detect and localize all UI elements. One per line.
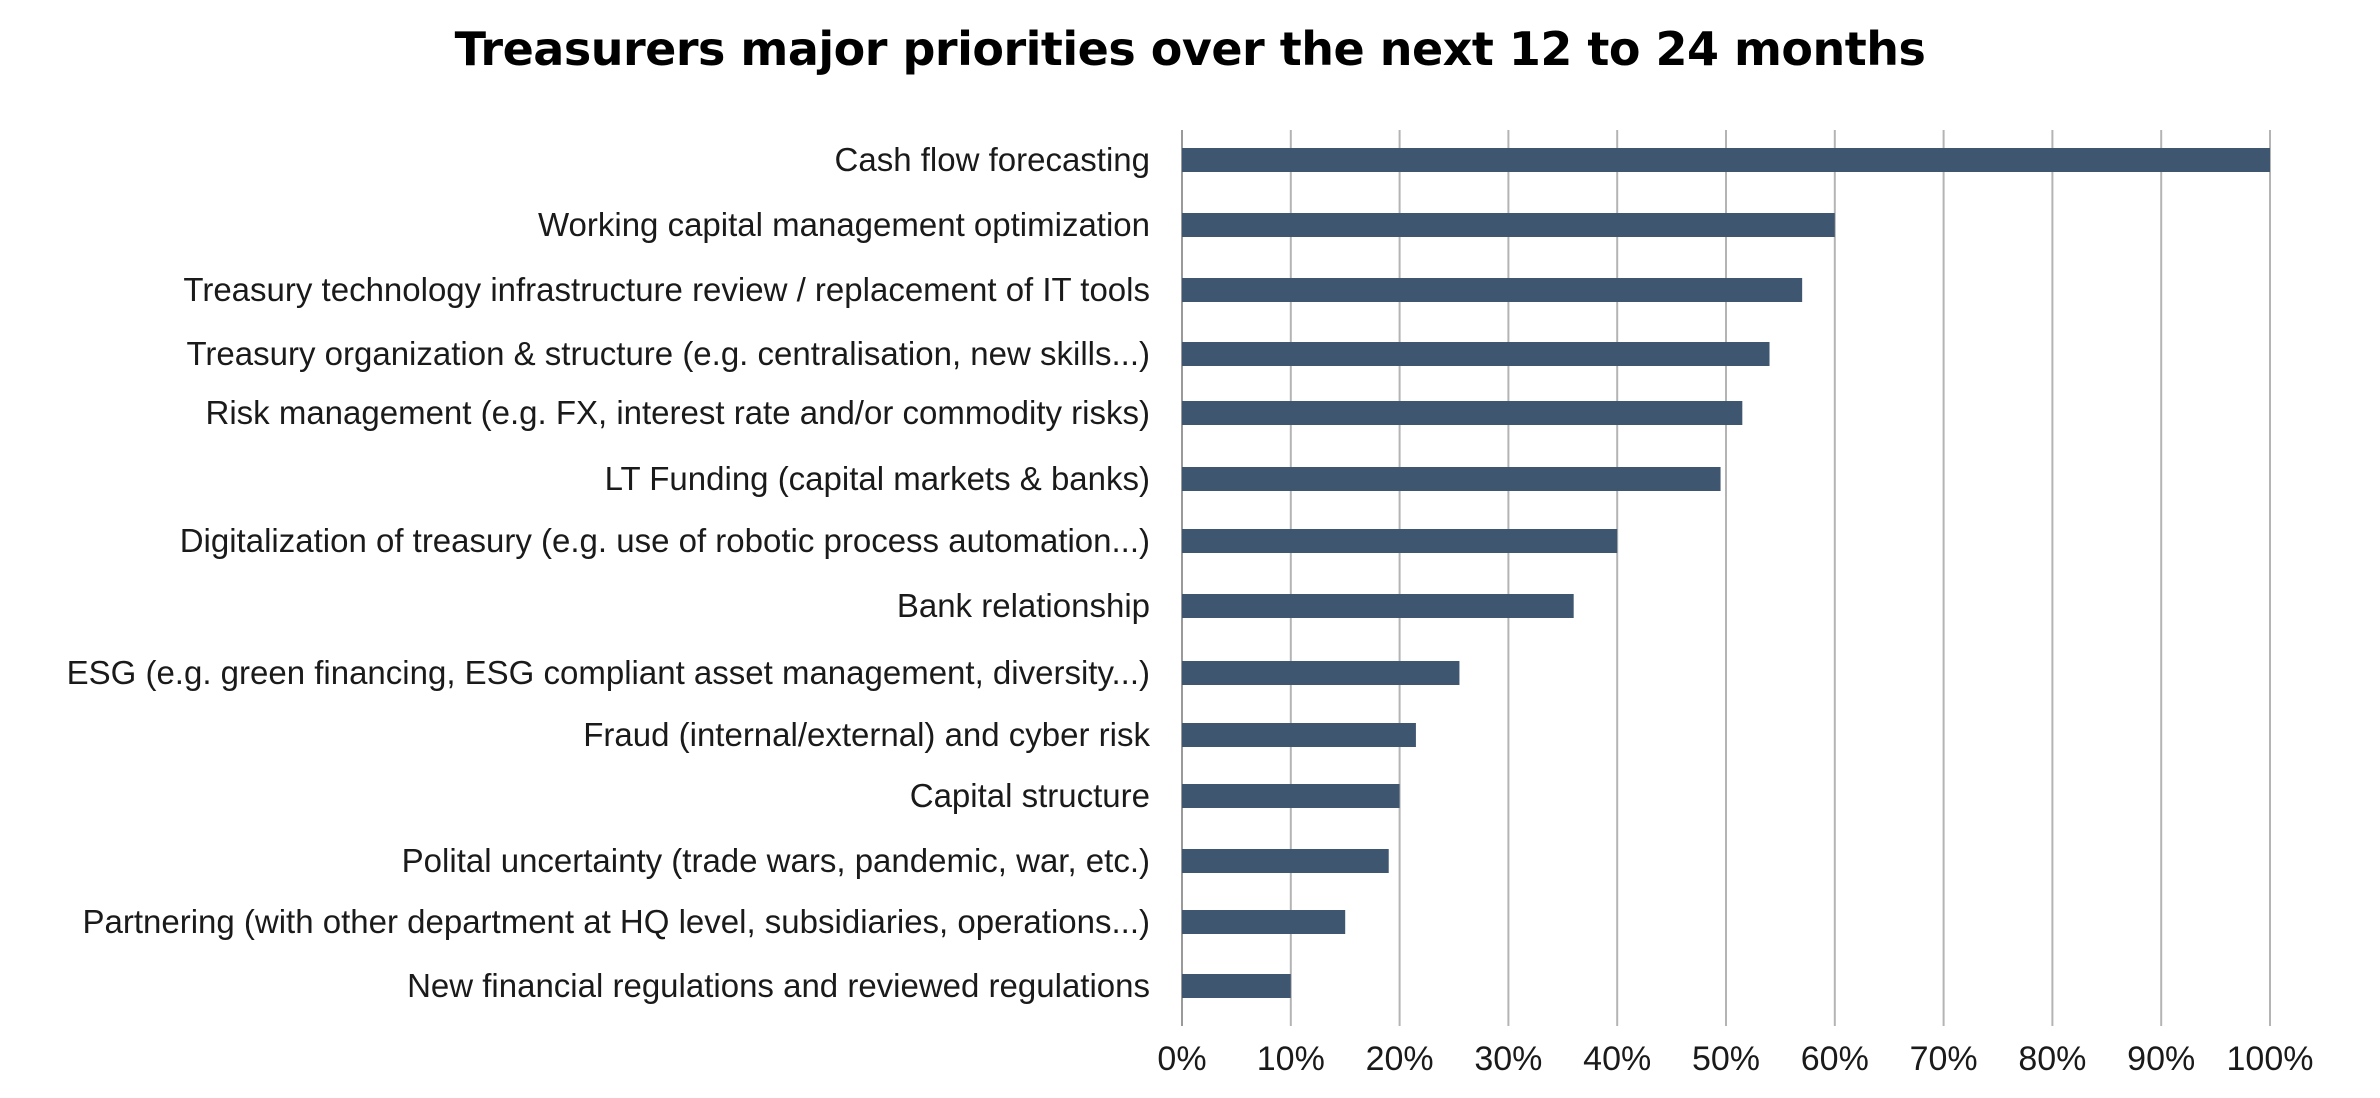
bar <box>1182 148 2270 172</box>
bar <box>1182 529 1618 553</box>
x-tick-label: 80% <box>2018 1040 2086 1078</box>
category-label: Capital structure <box>910 777 1150 814</box>
category-label: Fraud (internal/external) and cyber risk <box>583 716 1150 753</box>
category-label: Digitalization of treasury (e.g. use of … <box>180 522 1150 559</box>
bar <box>1182 974 1291 998</box>
category-label: Bank relationship <box>897 587 1150 624</box>
category-label: Risk management (e.g. FX, interest rate … <box>206 394 1151 431</box>
bar <box>1182 849 1389 873</box>
x-tick-label: 100% <box>2227 1040 2314 1078</box>
bar <box>1182 467 1721 491</box>
x-tick-label: 40% <box>1583 1040 1651 1078</box>
category-label: New financial regulations and reviewed r… <box>407 967 1150 1004</box>
chart-title: Treasurers major priorities over the nex… <box>454 22 1926 76</box>
x-tick-label: 90% <box>2127 1040 2195 1078</box>
category-label: Treasury organization & structure (e.g. … <box>187 335 1151 372</box>
bar <box>1182 594 1574 618</box>
category-label: LT Funding (capital markets & banks) <box>605 460 1150 497</box>
x-tick-label: 0% <box>1157 1040 1206 1078</box>
x-tick-label: 20% <box>1366 1040 1434 1078</box>
x-tick-label: 70% <box>1910 1040 1978 1078</box>
x-tick-label: 30% <box>1474 1040 1542 1078</box>
x-tick-label: 60% <box>1801 1040 1869 1078</box>
category-label: ESG (e.g. green financing, ESG compliant… <box>67 654 1150 691</box>
category-label: Partnering (with other department at HQ … <box>82 903 1150 940</box>
category-label: Treasury technology infrastructure revie… <box>183 271 1150 308</box>
bar <box>1182 723 1416 747</box>
bar <box>1182 910 1346 934</box>
category-label: Cash flow forecasting <box>835 141 1150 178</box>
bar <box>1182 661 1460 685</box>
x-tick-label: 50% <box>1692 1040 1760 1078</box>
bar <box>1182 342 1770 366</box>
bar <box>1182 401 1743 425</box>
category-label: Polital uncertainty (trade wars, pandemi… <box>402 842 1150 879</box>
bar <box>1182 784 1400 808</box>
x-tick-label: 10% <box>1257 1040 1325 1078</box>
bar <box>1182 278 1803 302</box>
bar <box>1182 213 1835 237</box>
category-label: Working capital management optimization <box>538 206 1150 243</box>
